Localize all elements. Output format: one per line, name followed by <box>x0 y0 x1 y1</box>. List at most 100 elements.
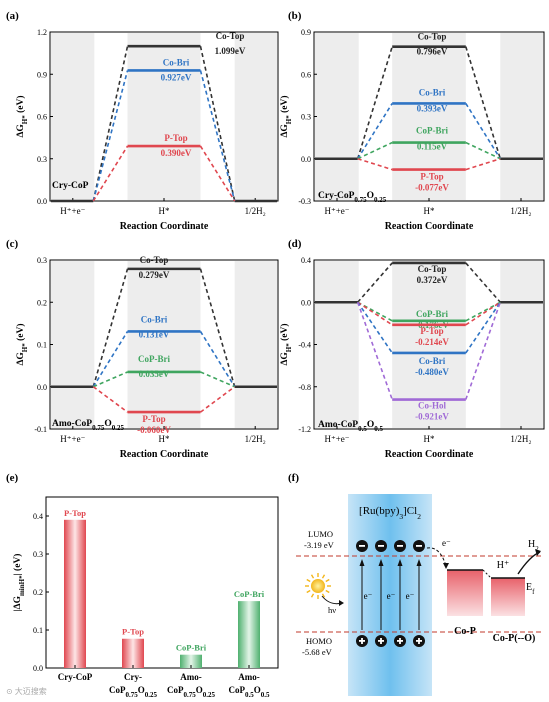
series-co-bri-connector <box>357 301 393 354</box>
shade-band <box>51 33 95 200</box>
hydrogen-label: H2 <box>528 539 539 553</box>
arrowhead-icon <box>416 559 422 566</box>
y-tick-label: -0.4 <box>298 341 311 350</box>
panel-letter: (f) <box>288 472 299 484</box>
y-tick-label: 0.0 <box>301 298 311 307</box>
series-co-top-connector <box>92 268 129 387</box>
series-p-top-value: -0.214eV <box>415 337 449 347</box>
series-co-top-name: Co-Top <box>140 255 169 265</box>
panel-letter: (a) <box>6 10 19 22</box>
series-co-top-connector <box>199 46 236 202</box>
shade-band <box>234 261 277 428</box>
y-tick-label: 0.9 <box>37 70 47 79</box>
series-p-top-connector <box>92 145 129 202</box>
series-co-hol-connector <box>356 301 393 400</box>
x-tick-label: Amo- <box>180 672 202 682</box>
series-co-bri-connector <box>357 102 393 160</box>
shade-band <box>315 33 359 200</box>
shade-band <box>127 261 201 428</box>
x-tick-label: H* <box>424 434 435 444</box>
y-tick-label: -0.3 <box>298 197 311 206</box>
series-co-bri-connector <box>465 102 501 160</box>
fermi-label: Ef <box>526 582 535 596</box>
y-tick-label: 0.3 <box>37 256 47 265</box>
series-cop-bri-connector <box>93 371 128 388</box>
series-co-bri-value: -0.480eV <box>415 367 449 377</box>
electron-label: e⁻ <box>406 591 415 601</box>
arrowhead-icon <box>359 559 365 566</box>
series-co-top-name: Co-Top <box>418 32 447 42</box>
energy-diagram-a: 0.0 0.3 0.6 0.9 1.2 H⁺+e⁻ H* 1/2H₂ Reaction Coor… <box>6 10 279 232</box>
panel-letter: (c) <box>6 238 19 250</box>
energy-diagram-d: -1.2 -0.8 -0.4 0.0 0.4 H⁺+e⁻ H* 1/2H₂ Reaction C… <box>279 238 545 460</box>
x-tick-label: Amo- <box>238 672 260 682</box>
arrowhead-icon <box>535 549 541 556</box>
series-cop-bri-name: CoP-Bri <box>138 354 170 364</box>
sun-ray <box>325 589 330 594</box>
y-tick-label: 1.2 <box>37 28 47 37</box>
arrowhead-icon <box>443 563 449 569</box>
x-tick-label: H⁺+e⁻ <box>60 434 85 444</box>
bar-chart-e: (e) 0.0 0.1 0.2 0.3 0.4 |ΔGminH*| (eV) P-Top Cry… <box>6 472 279 699</box>
watermark: ⊙ 大迈搜索 <box>6 686 47 696</box>
lumo-label: LUMO <box>308 529 333 539</box>
series-p-top-connector <box>465 301 501 326</box>
panel-letter: (b) <box>288 10 302 22</box>
y-tick-label: 0.0 <box>37 197 47 206</box>
x-tick-label: H⁺+e⁻ <box>324 434 349 444</box>
shade-band <box>392 33 466 200</box>
bar-4 <box>238 601 260 668</box>
series-co-bri-name: Co-Bri <box>141 314 168 324</box>
bar-label: CoP-Bri <box>176 643 207 653</box>
y-tick-label: 0.9 <box>301 28 311 37</box>
plus-icon <box>399 638 401 644</box>
series-p-top-connector <box>357 301 393 326</box>
sun-ray <box>321 593 326 598</box>
mechanism-schematic-f: (f) [Ru(bpy)3]Cl2 LUMO-3.19 eV HOMO-5.68 eV… <box>6 472 544 696</box>
electron-label: e⁻ <box>364 591 373 601</box>
light-label: hν <box>328 605 336 615</box>
level-connector <box>482 569 492 579</box>
x-tick-label: H* <box>159 206 170 216</box>
y-tick-label: 0.0 <box>37 383 47 392</box>
sun-ray <box>310 593 315 598</box>
series-co-top-connector <box>357 262 393 303</box>
series-co-top-name: Co-Top <box>216 31 245 41</box>
arrowhead-icon <box>397 559 403 566</box>
panel-letter: (e) <box>6 472 19 484</box>
series-co-bri-value: 0.927eV <box>161 72 192 82</box>
cop-block <box>447 570 483 616</box>
y-axis-label: ΔGH* (eV) <box>15 95 29 137</box>
series-cop-bri-name: CoP-Bri <box>416 126 448 136</box>
y-tick-label: -0.1 <box>34 425 47 434</box>
series-p-top-name: P-Top <box>164 133 187 143</box>
series-cop-bri-connector <box>200 371 235 388</box>
x-tick-label: H⁺+e⁻ <box>324 206 349 216</box>
y-tick-label: 0.3 <box>37 155 47 164</box>
plus-icon <box>361 638 363 644</box>
x-tick-label: 1/2H₂ <box>510 434 531 444</box>
y-axis-label: |ΔGminH*| (eV) <box>12 554 26 612</box>
series-p-top-connector <box>92 386 128 413</box>
series-p-top-connector <box>357 157 393 171</box>
bar-3 <box>180 654 202 668</box>
bar-label: P-Top <box>122 627 144 637</box>
series-cop-bri-name: CoP-Bri <box>416 309 448 319</box>
transfer-electron-label: e⁻ <box>442 538 451 548</box>
series-co-hol-name: Co-Hol <box>418 401 446 411</box>
series-p-top-name: P-Top <box>142 414 165 424</box>
system-name: Cry-CoP <box>52 181 89 191</box>
series-co-bri-name: Co-Bri <box>163 57 190 67</box>
plus-icon <box>380 638 382 644</box>
y-axis-label: ΔGH* (eV) <box>15 323 29 365</box>
x-tick-label: Cry-CoP <box>58 672 93 682</box>
sun-ray <box>321 574 326 579</box>
series-co-bri-connector <box>465 301 501 354</box>
plus-icon <box>418 638 420 644</box>
series-co-bri-value: 0.393eV <box>417 103 448 113</box>
x-tick-label: H* <box>159 434 170 444</box>
series-p-top-connector <box>199 145 236 202</box>
x-tick-label: 1/2H₂ <box>510 206 531 216</box>
series-co-top-name: Co-Top <box>418 264 447 274</box>
